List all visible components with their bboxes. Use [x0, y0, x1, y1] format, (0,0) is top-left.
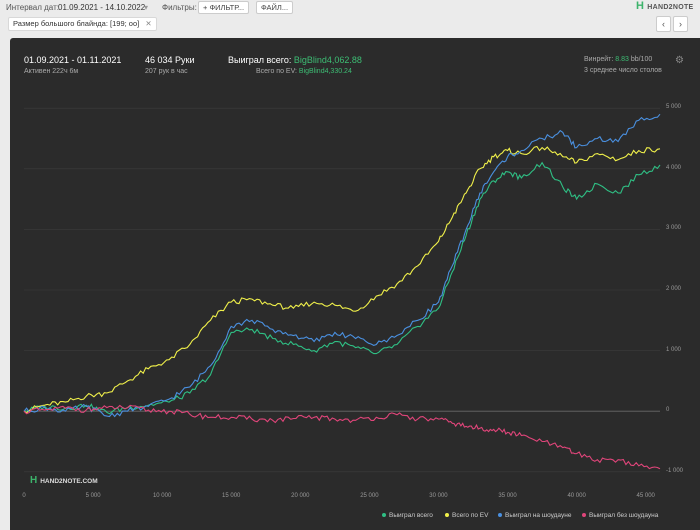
close-icon[interactable]: ✕ [145, 19, 152, 28]
chart-grid [24, 107, 660, 473]
legend-dot-showdown [498, 513, 502, 518]
x-tick-label: 10 000 [152, 493, 172, 499]
active-time: Активен 222ч 6м [24, 68, 79, 75]
y-tick-label: 0 [666, 407, 670, 414]
hands-per-hour: 207 рук в час [145, 68, 188, 75]
ev-total-label: Всего по EV: [256, 68, 297, 75]
legend-item-showdown[interactable]: Выиграл на шоудауне [498, 512, 571, 519]
y-tick-label: -1 000 [666, 467, 684, 474]
chevron-down-icon[interactable]: ▾ [144, 3, 149, 12]
legend-dot-nonshowdown [582, 513, 586, 518]
legend-label-won: Выиграл всего [389, 512, 433, 519]
x-tick-label: 0 [22, 493, 26, 499]
file-button[interactable]: ФАЙЛ... [256, 1, 294, 14]
logo-text: HAND2NOTE [647, 4, 694, 11]
legend-item-ev[interactable]: Всего по EV [445, 512, 488, 519]
winrate-value: 8.83 [615, 56, 629, 63]
filters-label: Фильтры: [162, 3, 197, 12]
legend-label-nonshowdown: Выиграл без шоудауна [589, 512, 659, 519]
filter-chip[interactable]: Размер большого блайнда: [199; oo] ✕ [8, 17, 157, 31]
legend-item-won[interactable]: Выиграл всего [382, 512, 433, 519]
legend-label-showdown: Выиграл на шоудауне [505, 512, 572, 519]
graph-panel [10, 38, 700, 530]
plus-icon: + [203, 3, 210, 12]
legend-item-nonshowdown[interactable]: Выиграл без шоудауна [582, 512, 658, 519]
avg-tables: 3 среднее число столов [584, 67, 662, 74]
y-tick-label: 4 000 [666, 164, 682, 171]
won-total-value: BigBlind4,062.88 [293, 55, 362, 65]
winrate: Винрейт: 8.83 bb/100 [584, 56, 652, 63]
won-total-label: Выиграл всего: [228, 55, 292, 65]
legend-label-ev: Всего по EV [452, 512, 489, 519]
filter-chip-label: Размер большого блайнда: [199; oo] [13, 19, 140, 28]
x-tick-label: 40 000 [567, 493, 586, 499]
topbar: Интервал дат: 01.09.2021 - 14.10.2022 ▾ … [0, 0, 700, 14]
prev-button[interactable]: ‹ [656, 16, 671, 32]
filter-button[interactable]: + ФИЛЬТР... [198, 1, 250, 14]
y-tick-label: 3 000 [666, 225, 682, 232]
y-tick-label: 2 000 [666, 286, 682, 292]
y-tick-label: 5 000 [666, 104, 682, 111]
chart-lines [23, 113, 661, 470]
series-line-nonshowdown [23, 404, 661, 470]
legend-dot-won [382, 513, 386, 518]
series-line-won [23, 161, 661, 415]
winrate-label: Винрейт: [584, 56, 614, 63]
app-logo: H HAND2NOTE [636, 0, 694, 12]
watermark: H HAND2NOTE.COM [30, 475, 98, 486]
series-line-showdown [23, 113, 661, 418]
ev-total-value: BigBlind4,330.24 [298, 68, 352, 75]
x-tick-label: 20 000 [291, 493, 310, 499]
series-line-ev [23, 145, 661, 414]
ev-total: Всего по EV: BigBlind4,330.24 [256, 68, 352, 75]
x-tick-label: 35 000 [498, 493, 517, 499]
x-tick-label: 45 000 [636, 493, 655, 499]
filter-bar: Размер большого блайнда: [199; oo] ✕ ‹ › [0, 14, 700, 36]
x-tick-label: 30 000 [429, 493, 448, 499]
watermark-logo-icon: H [30, 475, 38, 486]
winrate-unit: bb/100 [630, 56, 653, 63]
watermark-text: HAND2NOTE.COM [40, 478, 98, 485]
legend-dot-ev [445, 513, 449, 518]
hands-count: 46 034 Руки [145, 55, 195, 65]
logo-icon: H [636, 0, 645, 12]
won-total: Выиграл всего: BigBlind4,062.88 [228, 55, 362, 65]
date-label: Интервал дат: [6, 3, 59, 12]
filter-button-label: ФИЛЬТР... [209, 3, 245, 12]
next-button[interactable]: › [673, 16, 688, 32]
date-range-select[interactable]: 01.09.2021 - 14.10.2022 [58, 3, 146, 12]
x-tick-label: 5 000 [85, 493, 101, 499]
x-tick-label: 25 000 [360, 493, 379, 499]
period-text: 01.09.2021 - 01.11.2021 [24, 55, 122, 65]
gear-icon[interactable]: ⚙ [675, 55, 684, 66]
x-tick-label: 15 000 [222, 493, 241, 499]
y-tick-label: 1 000 [666, 346, 682, 353]
